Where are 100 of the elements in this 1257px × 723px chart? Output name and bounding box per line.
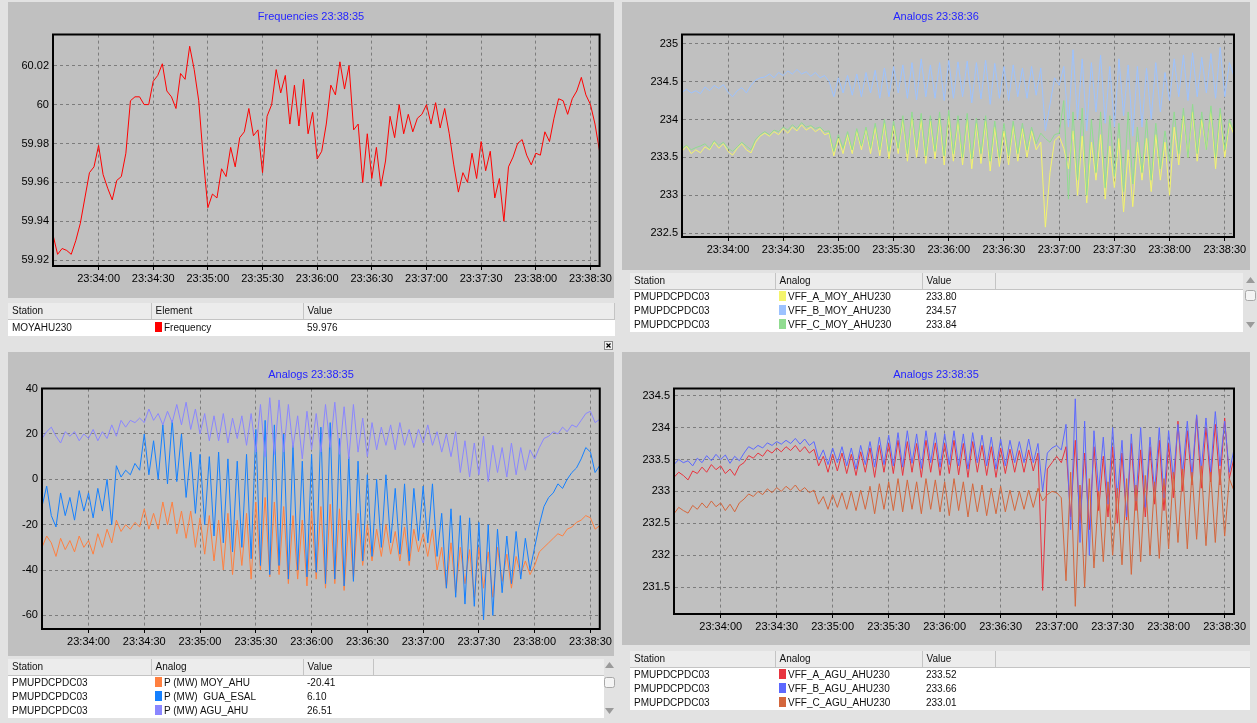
x-tick-label: 23:38:00 — [513, 634, 557, 647]
x-tick-label: 23:34:30 — [131, 271, 175, 284]
y-tick-label: -60 — [22, 608, 38, 621]
y-tick-label: 232.5 — [642, 516, 670, 529]
text: 26.51 — [307, 705, 333, 716]
y-tick-label: 233 — [659, 188, 678, 201]
x-tick-label: 23:38:30 — [569, 634, 612, 647]
text: PMUPDCPDC03 — [634, 697, 710, 708]
x-tick-label: 23:34:30 — [761, 242, 805, 255]
legend-label: P (MW) GUA_ESAL — [164, 691, 257, 702]
text: PMUPDCPDC03 — [12, 691, 88, 702]
text: Station — [634, 275, 666, 287]
y-tick-label: -20 — [22, 517, 38, 530]
y-tick-label: 235 — [659, 36, 678, 49]
x-tick-label: 23:37:00 — [401, 634, 445, 647]
y-tick-label: 234 — [659, 112, 678, 125]
y-tick-label: 232.5 — [650, 226, 678, 239]
legend-label: VFF_B_MOY_AHU230 — [788, 305, 891, 316]
y-tick-label: 234.5 — [650, 74, 678, 87]
x-tick-label: 23:37:00 — [1035, 619, 1079, 632]
y-tick-label: -40 — [22, 563, 38, 576]
y-tick-label: 233 — [651, 484, 670, 497]
x-tick-label: 23:36:30 — [345, 634, 389, 647]
x-tick-label: 23:35:00 — [178, 634, 222, 647]
text: 6.10 — [307, 691, 327, 702]
x-tick-label: 23:38:00 — [1148, 242, 1191, 255]
x-tick-label: 23:34:00 — [706, 242, 750, 255]
y-tick-label: 231.5 — [642, 580, 670, 593]
x-tick-label: 23:37:30 — [459, 271, 503, 284]
x-tick-label: 23:34:00 — [67, 634, 110, 647]
text: PMUPDCPDC03 — [634, 305, 710, 316]
x-tick-label: 23:35:30 — [872, 242, 916, 255]
text: Analog — [779, 275, 811, 287]
chart-title: Analogs 23:38:35 — [893, 368, 979, 380]
y-tick-label: 0 — [31, 472, 38, 485]
x-tick-label: 23:34:30 — [122, 634, 166, 647]
x-tick-label: 23:35:30 — [241, 271, 284, 284]
x-tick-label: 23:35:00 — [811, 619, 855, 632]
x-tick-label: 23:37:30 — [1092, 242, 1136, 255]
legend-label: VFF_C_MOY_AHU230 — [788, 319, 892, 330]
x-tick-label: 23:36:30 — [979, 619, 1023, 632]
y-tick-label: 59.98 — [21, 136, 49, 149]
y-tick-label: 234 — [651, 420, 670, 433]
y-tick-label: 59.96 — [21, 175, 49, 188]
text: Value — [307, 661, 333, 673]
x-tick-label: 23:38:30 — [569, 271, 612, 284]
legend-label: VFF_B_AGU_AHU230 — [788, 683, 890, 694]
x-tick-label: 23:36:00 — [295, 271, 339, 284]
x-tick-label: 23:35:00 — [186, 271, 230, 284]
text: PMUPDCPDC03 — [12, 677, 88, 688]
x-tick-label: 23:36:00 — [290, 634, 333, 647]
y-tick-label: 233.5 — [642, 452, 670, 465]
x-tick-label: 23:35:30 — [234, 634, 278, 647]
text: PMUPDCPDC03 — [634, 683, 710, 694]
x-tick-label: 23:38:00 — [514, 271, 558, 284]
legend-label: VFF_A_AGU_AHU230 — [788, 669, 890, 680]
text: 233.01 — [926, 697, 957, 708]
x-tick-label: 23:38:30 — [1203, 619, 1247, 632]
y-tick-label: 60.02 — [21, 58, 49, 71]
text: PMUPDCPDC03 — [12, 705, 88, 716]
text: 233.66 — [926, 683, 957, 694]
chart-title: Analogs 23:38:36 — [893, 10, 979, 22]
text: PMUPDCPDC03 — [634, 291, 710, 302]
text: Analog — [155, 661, 187, 673]
chart-title: Analogs 23:38:35 — [268, 368, 354, 380]
text: MOYAHU230 — [12, 322, 72, 333]
text: Element — [155, 305, 193, 317]
x-tick-label: 23:34:00 — [77, 271, 120, 284]
text: -20.41 — [307, 677, 336, 688]
y-tick-label: 40 — [25, 381, 38, 394]
y-tick-label: 59.92 — [21, 253, 49, 266]
text: PMUPDCPDC03 — [634, 319, 710, 330]
text: 234.57 — [926, 305, 957, 316]
legend-label: VFF_A_MOY_AHU230 — [788, 291, 891, 302]
x-tick-label: 23:36:00 — [927, 242, 971, 255]
x-tick-label: 23:35:00 — [816, 242, 860, 255]
x-tick-label: 23:37:00 — [405, 271, 448, 284]
x-tick-label: 23:36:30 — [350, 271, 394, 284]
x-tick-label: 23:36:00 — [923, 619, 967, 632]
x-tick-label: 23:36:30 — [982, 242, 1026, 255]
x-tick-label: 23:37:30 — [457, 634, 501, 647]
chart-title: Frequencies 23:38:35 — [257, 10, 365, 22]
x-tick-label: 23:34:00 — [699, 619, 743, 632]
legend-label: P (MW) MOY_AHU — [164, 677, 250, 688]
legend-label: VFF_C_AGU_AHU230 — [788, 697, 891, 708]
text: Analog — [779, 653, 811, 665]
y-tick-label: 60 — [36, 97, 49, 110]
text: 233.80 — [926, 291, 957, 302]
legend-label: P (MW) AGU_AHU — [164, 705, 249, 716]
x-tick-label: 23:37:00 — [1037, 242, 1081, 255]
x-tick-label: 23:37:30 — [1091, 619, 1135, 632]
text: Station — [634, 653, 666, 665]
text: Station — [12, 305, 44, 317]
x-tick-label: 23:35:30 — [867, 619, 911, 632]
legend-label: Frequency — [164, 322, 212, 333]
text: Value — [926, 275, 952, 287]
y-tick-label: 59.94 — [21, 214, 49, 227]
y-tick-label: 234.5 — [642, 388, 670, 401]
text: 233.84 — [926, 319, 957, 330]
text: 233.52 — [926, 669, 957, 680]
